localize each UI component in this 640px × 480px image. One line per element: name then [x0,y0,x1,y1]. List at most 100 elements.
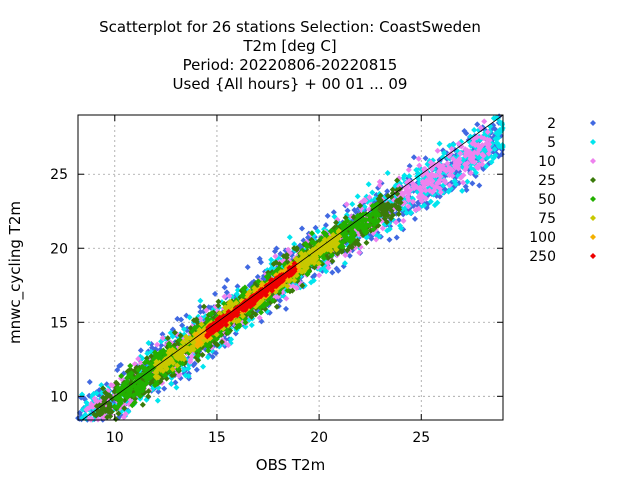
point [311,272,318,279]
point [464,178,471,185]
point [451,162,458,169]
point [174,362,181,369]
point [446,153,453,160]
point [363,223,370,230]
point [254,301,261,308]
point [327,247,334,254]
point [333,219,340,226]
point [127,362,134,369]
point [441,177,448,184]
point [474,121,481,128]
point [93,390,100,397]
point [268,256,275,263]
point [141,359,148,366]
point [448,145,455,152]
point [369,189,376,196]
point [400,217,407,224]
point [308,230,315,237]
point [457,150,464,157]
point [248,313,255,320]
point [282,305,289,312]
point [359,225,366,232]
point [160,368,167,375]
point [439,154,446,161]
point [459,187,466,194]
point [427,198,434,205]
point [320,246,327,253]
point [241,284,248,291]
point [293,245,300,252]
title-line-4: Used {All hours} + 00 01 ... 09 [173,75,408,93]
point [471,159,478,166]
point [139,388,146,395]
point [191,360,198,367]
point [384,188,391,195]
point [197,315,204,322]
point [178,316,185,323]
point [174,349,181,356]
point [221,284,228,291]
point [437,164,444,171]
point [166,355,173,362]
point [215,302,222,309]
point [106,409,113,416]
point [283,295,290,302]
point [239,313,246,320]
point [204,354,211,361]
point [379,225,386,232]
point [273,303,280,310]
point [343,201,350,208]
point [451,177,458,184]
point [88,400,95,407]
point [141,382,148,389]
point [462,149,469,156]
point [395,204,402,211]
point [155,374,162,381]
point [496,127,503,134]
point [308,279,315,286]
point [494,140,501,147]
point [393,219,400,226]
point [135,366,142,373]
point [126,389,133,396]
point [359,220,366,227]
point [420,180,427,187]
point [342,252,349,259]
point [436,140,443,147]
point [384,169,391,176]
point [394,190,401,197]
point [303,265,310,272]
point [242,323,249,330]
point [122,410,129,417]
point [335,229,342,236]
point [180,348,187,355]
point [207,311,214,318]
point [86,379,93,386]
point [328,252,335,259]
point [316,272,323,279]
point [104,414,111,421]
point [409,198,416,205]
point [212,290,219,297]
point [386,236,393,243]
point [456,159,463,166]
point [429,172,436,179]
point [406,177,413,184]
point [304,243,311,250]
point [481,118,488,125]
point [311,264,318,271]
point [299,268,306,275]
point [479,151,486,158]
point [394,177,401,184]
point [412,215,419,222]
point [381,215,388,222]
point [314,228,321,235]
point [400,175,407,182]
point [429,189,436,196]
point [447,168,454,175]
point [449,172,456,179]
point [153,380,160,387]
point [410,183,417,190]
point [330,209,337,216]
point [159,331,166,338]
